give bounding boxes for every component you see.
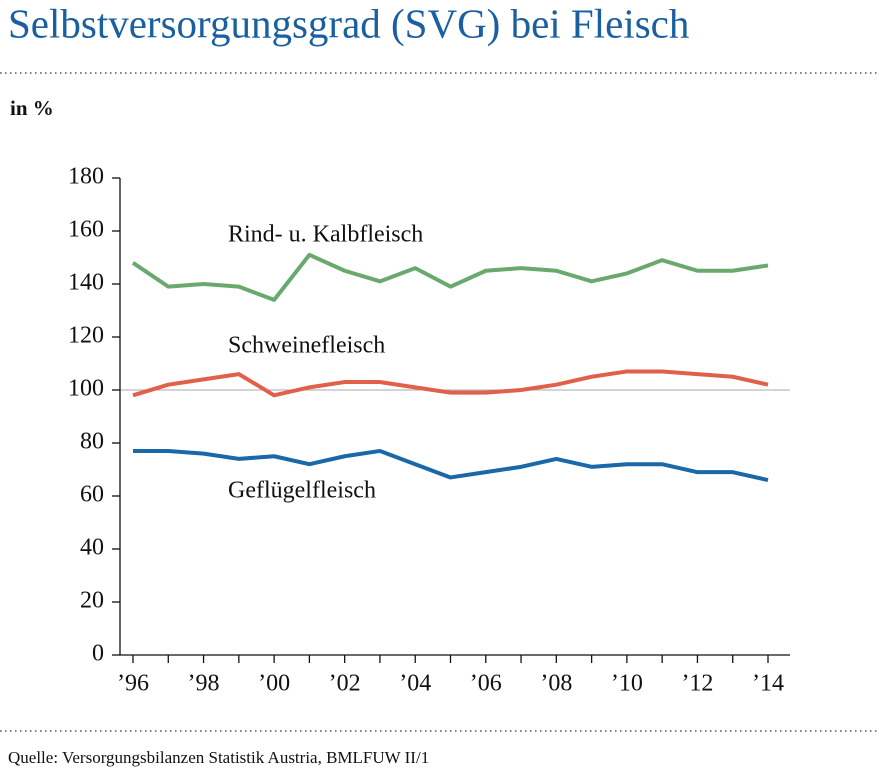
series-line xyxy=(131,252,769,302)
y-tick-label: 0 xyxy=(92,641,104,667)
y-tick-label: 40 xyxy=(80,535,104,561)
x-tick-label: ’96 xyxy=(117,671,149,697)
chart-title: Selbstversorgungsgrad (SVG) bei Fleisch xyxy=(8,0,689,46)
y-tick-label: 20 xyxy=(80,588,104,614)
x-tick-label: ’10 xyxy=(611,671,643,697)
series-line xyxy=(133,448,769,483)
y-tick-label: 160 xyxy=(68,217,104,243)
series-label: Schweinefleisch xyxy=(228,333,385,359)
y-tick-label: 100 xyxy=(68,376,104,402)
y-tick-label: 60 xyxy=(80,482,104,508)
x-tick-label: ’02 xyxy=(329,671,361,697)
series-label: Rind- u. Kalbfleisch xyxy=(228,222,423,248)
x-tick-label: ’08 xyxy=(540,671,572,697)
y-tick-label: 120 xyxy=(68,323,104,349)
y-tick-label: 80 xyxy=(80,429,104,455)
series-line xyxy=(132,369,769,398)
x-tick-label: ’04 xyxy=(399,671,431,697)
x-tick-label: ’98 xyxy=(188,671,220,697)
x-tick-label: ’06 xyxy=(470,671,502,697)
source: Quelle: Versorgungsbilanzen Statistik Au… xyxy=(8,748,429,767)
x-tick-label: ’00 xyxy=(258,671,290,697)
y-tick-label: 180 xyxy=(68,164,104,190)
series-label: Geflügelfleisch xyxy=(228,478,376,504)
x-tick-label: ’12 xyxy=(681,671,713,697)
x-tick-label: ’14 xyxy=(752,671,784,697)
y-axis-label: in % xyxy=(10,96,54,120)
y-tick-label: 140 xyxy=(68,270,104,296)
